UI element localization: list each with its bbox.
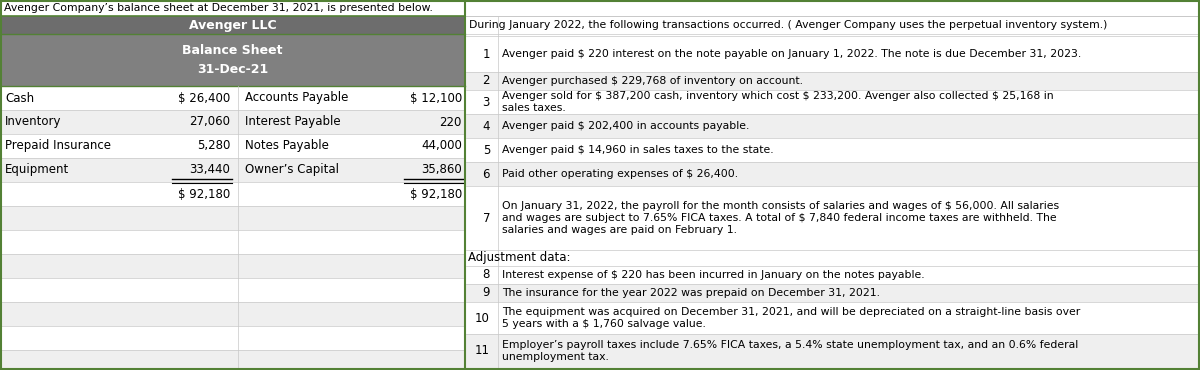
Text: Adjustment data:: Adjustment data: bbox=[468, 252, 570, 265]
FancyBboxPatch shape bbox=[1, 350, 466, 368]
Text: The insurance for the year 2022 was prepaid on December 31, 2021.: The insurance for the year 2022 was prep… bbox=[502, 288, 880, 298]
Text: On January 31, 2022, the payroll for the month consists of salaries and wages of: On January 31, 2022, the payroll for the… bbox=[502, 201, 1060, 235]
Text: 220: 220 bbox=[439, 115, 462, 128]
Text: $ 92,180: $ 92,180 bbox=[178, 188, 230, 201]
FancyBboxPatch shape bbox=[466, 250, 1199, 266]
Text: Paid other operating expenses of $ 26,400.: Paid other operating expenses of $ 26,40… bbox=[502, 169, 738, 179]
Text: 1: 1 bbox=[482, 47, 490, 61]
Text: Avenger paid $ 14,960 in sales taxes to the state.: Avenger paid $ 14,960 in sales taxes to … bbox=[502, 145, 774, 155]
Text: Notes Payable: Notes Payable bbox=[245, 139, 329, 152]
FancyBboxPatch shape bbox=[466, 334, 1199, 368]
Text: 5: 5 bbox=[482, 144, 490, 157]
FancyBboxPatch shape bbox=[466, 302, 1199, 334]
FancyBboxPatch shape bbox=[1, 302, 466, 326]
Text: 4: 4 bbox=[482, 120, 490, 132]
FancyBboxPatch shape bbox=[466, 36, 1199, 72]
FancyBboxPatch shape bbox=[466, 162, 1199, 186]
Text: 5,280: 5,280 bbox=[197, 139, 230, 152]
Text: $ 26,400: $ 26,400 bbox=[178, 91, 230, 104]
Text: 3: 3 bbox=[482, 95, 490, 108]
Text: Interest Payable: Interest Payable bbox=[245, 115, 341, 128]
Text: Accounts Payable: Accounts Payable bbox=[245, 91, 348, 104]
FancyBboxPatch shape bbox=[1, 254, 466, 278]
Text: Interest expense of $ 220 has been incurred in January on the notes payable.: Interest expense of $ 220 has been incur… bbox=[502, 270, 925, 280]
Text: Avenger Company’s balance sheet at December 31, 2021, is presented below.: Avenger Company’s balance sheet at Decem… bbox=[4, 3, 433, 13]
FancyBboxPatch shape bbox=[466, 266, 1199, 284]
Text: Equipment: Equipment bbox=[5, 164, 70, 176]
FancyBboxPatch shape bbox=[1, 278, 466, 302]
Text: Cash: Cash bbox=[5, 91, 34, 104]
FancyBboxPatch shape bbox=[1, 230, 466, 254]
Text: Avenger purchased $ 229,768 of inventory on account.: Avenger purchased $ 229,768 of inventory… bbox=[502, 76, 803, 86]
Text: The equipment was acquired on December 31, 2021, and will be depreciated on a st: The equipment was acquired on December 3… bbox=[502, 307, 1080, 329]
Text: 6: 6 bbox=[482, 168, 490, 181]
Text: Avenger LLC: Avenger LLC bbox=[188, 18, 276, 31]
Text: 10: 10 bbox=[475, 312, 490, 324]
FancyBboxPatch shape bbox=[1, 158, 466, 182]
Text: 27,060: 27,060 bbox=[190, 115, 230, 128]
FancyBboxPatch shape bbox=[1, 34, 466, 86]
Text: 8: 8 bbox=[482, 269, 490, 282]
Text: 11: 11 bbox=[475, 344, 490, 357]
FancyBboxPatch shape bbox=[1, 134, 466, 158]
FancyBboxPatch shape bbox=[466, 186, 1199, 250]
Text: $ 92,180: $ 92,180 bbox=[409, 188, 462, 201]
Text: 9: 9 bbox=[482, 286, 490, 299]
FancyBboxPatch shape bbox=[1, 86, 466, 110]
Text: 2: 2 bbox=[482, 74, 490, 87]
FancyBboxPatch shape bbox=[1, 182, 466, 206]
Text: Avenger sold for $ 387,200 cash, inventory which cost $ 233,200. Avenger also co: Avenger sold for $ 387,200 cash, invento… bbox=[502, 91, 1054, 113]
FancyBboxPatch shape bbox=[1, 110, 466, 134]
Text: Employer’s payroll taxes include 7.65% FICA taxes, a 5.4% state unemployment tax: Employer’s payroll taxes include 7.65% F… bbox=[502, 340, 1079, 362]
FancyBboxPatch shape bbox=[1, 16, 466, 34]
FancyBboxPatch shape bbox=[1, 326, 466, 350]
Text: $ 12,100: $ 12,100 bbox=[409, 91, 462, 104]
Text: 35,860: 35,860 bbox=[421, 164, 462, 176]
Text: Avenger paid $ 202,400 in accounts payable.: Avenger paid $ 202,400 in accounts payab… bbox=[502, 121, 749, 131]
Text: Prepaid Insurance: Prepaid Insurance bbox=[5, 139, 112, 152]
Text: Inventory: Inventory bbox=[5, 115, 61, 128]
FancyBboxPatch shape bbox=[466, 72, 1199, 90]
Text: 7: 7 bbox=[482, 212, 490, 225]
FancyBboxPatch shape bbox=[466, 284, 1199, 302]
Text: 44,000: 44,000 bbox=[421, 139, 462, 152]
FancyBboxPatch shape bbox=[466, 114, 1199, 138]
FancyBboxPatch shape bbox=[466, 138, 1199, 162]
Text: Avenger paid $ 220 interest on the note payable on January 1, 2022. The note is : Avenger paid $ 220 interest on the note … bbox=[502, 49, 1081, 59]
Text: 31-Dec-21: 31-Dec-21 bbox=[197, 63, 268, 76]
Text: Owner’s Capital: Owner’s Capital bbox=[245, 164, 340, 176]
Text: During January 2022, the following transactions occurred. ( Avenger Company uses: During January 2022, the following trans… bbox=[469, 20, 1108, 30]
Text: 33,440: 33,440 bbox=[190, 164, 230, 176]
FancyBboxPatch shape bbox=[1, 206, 466, 230]
FancyBboxPatch shape bbox=[466, 90, 1199, 114]
Text: Balance Sheet: Balance Sheet bbox=[182, 44, 283, 57]
